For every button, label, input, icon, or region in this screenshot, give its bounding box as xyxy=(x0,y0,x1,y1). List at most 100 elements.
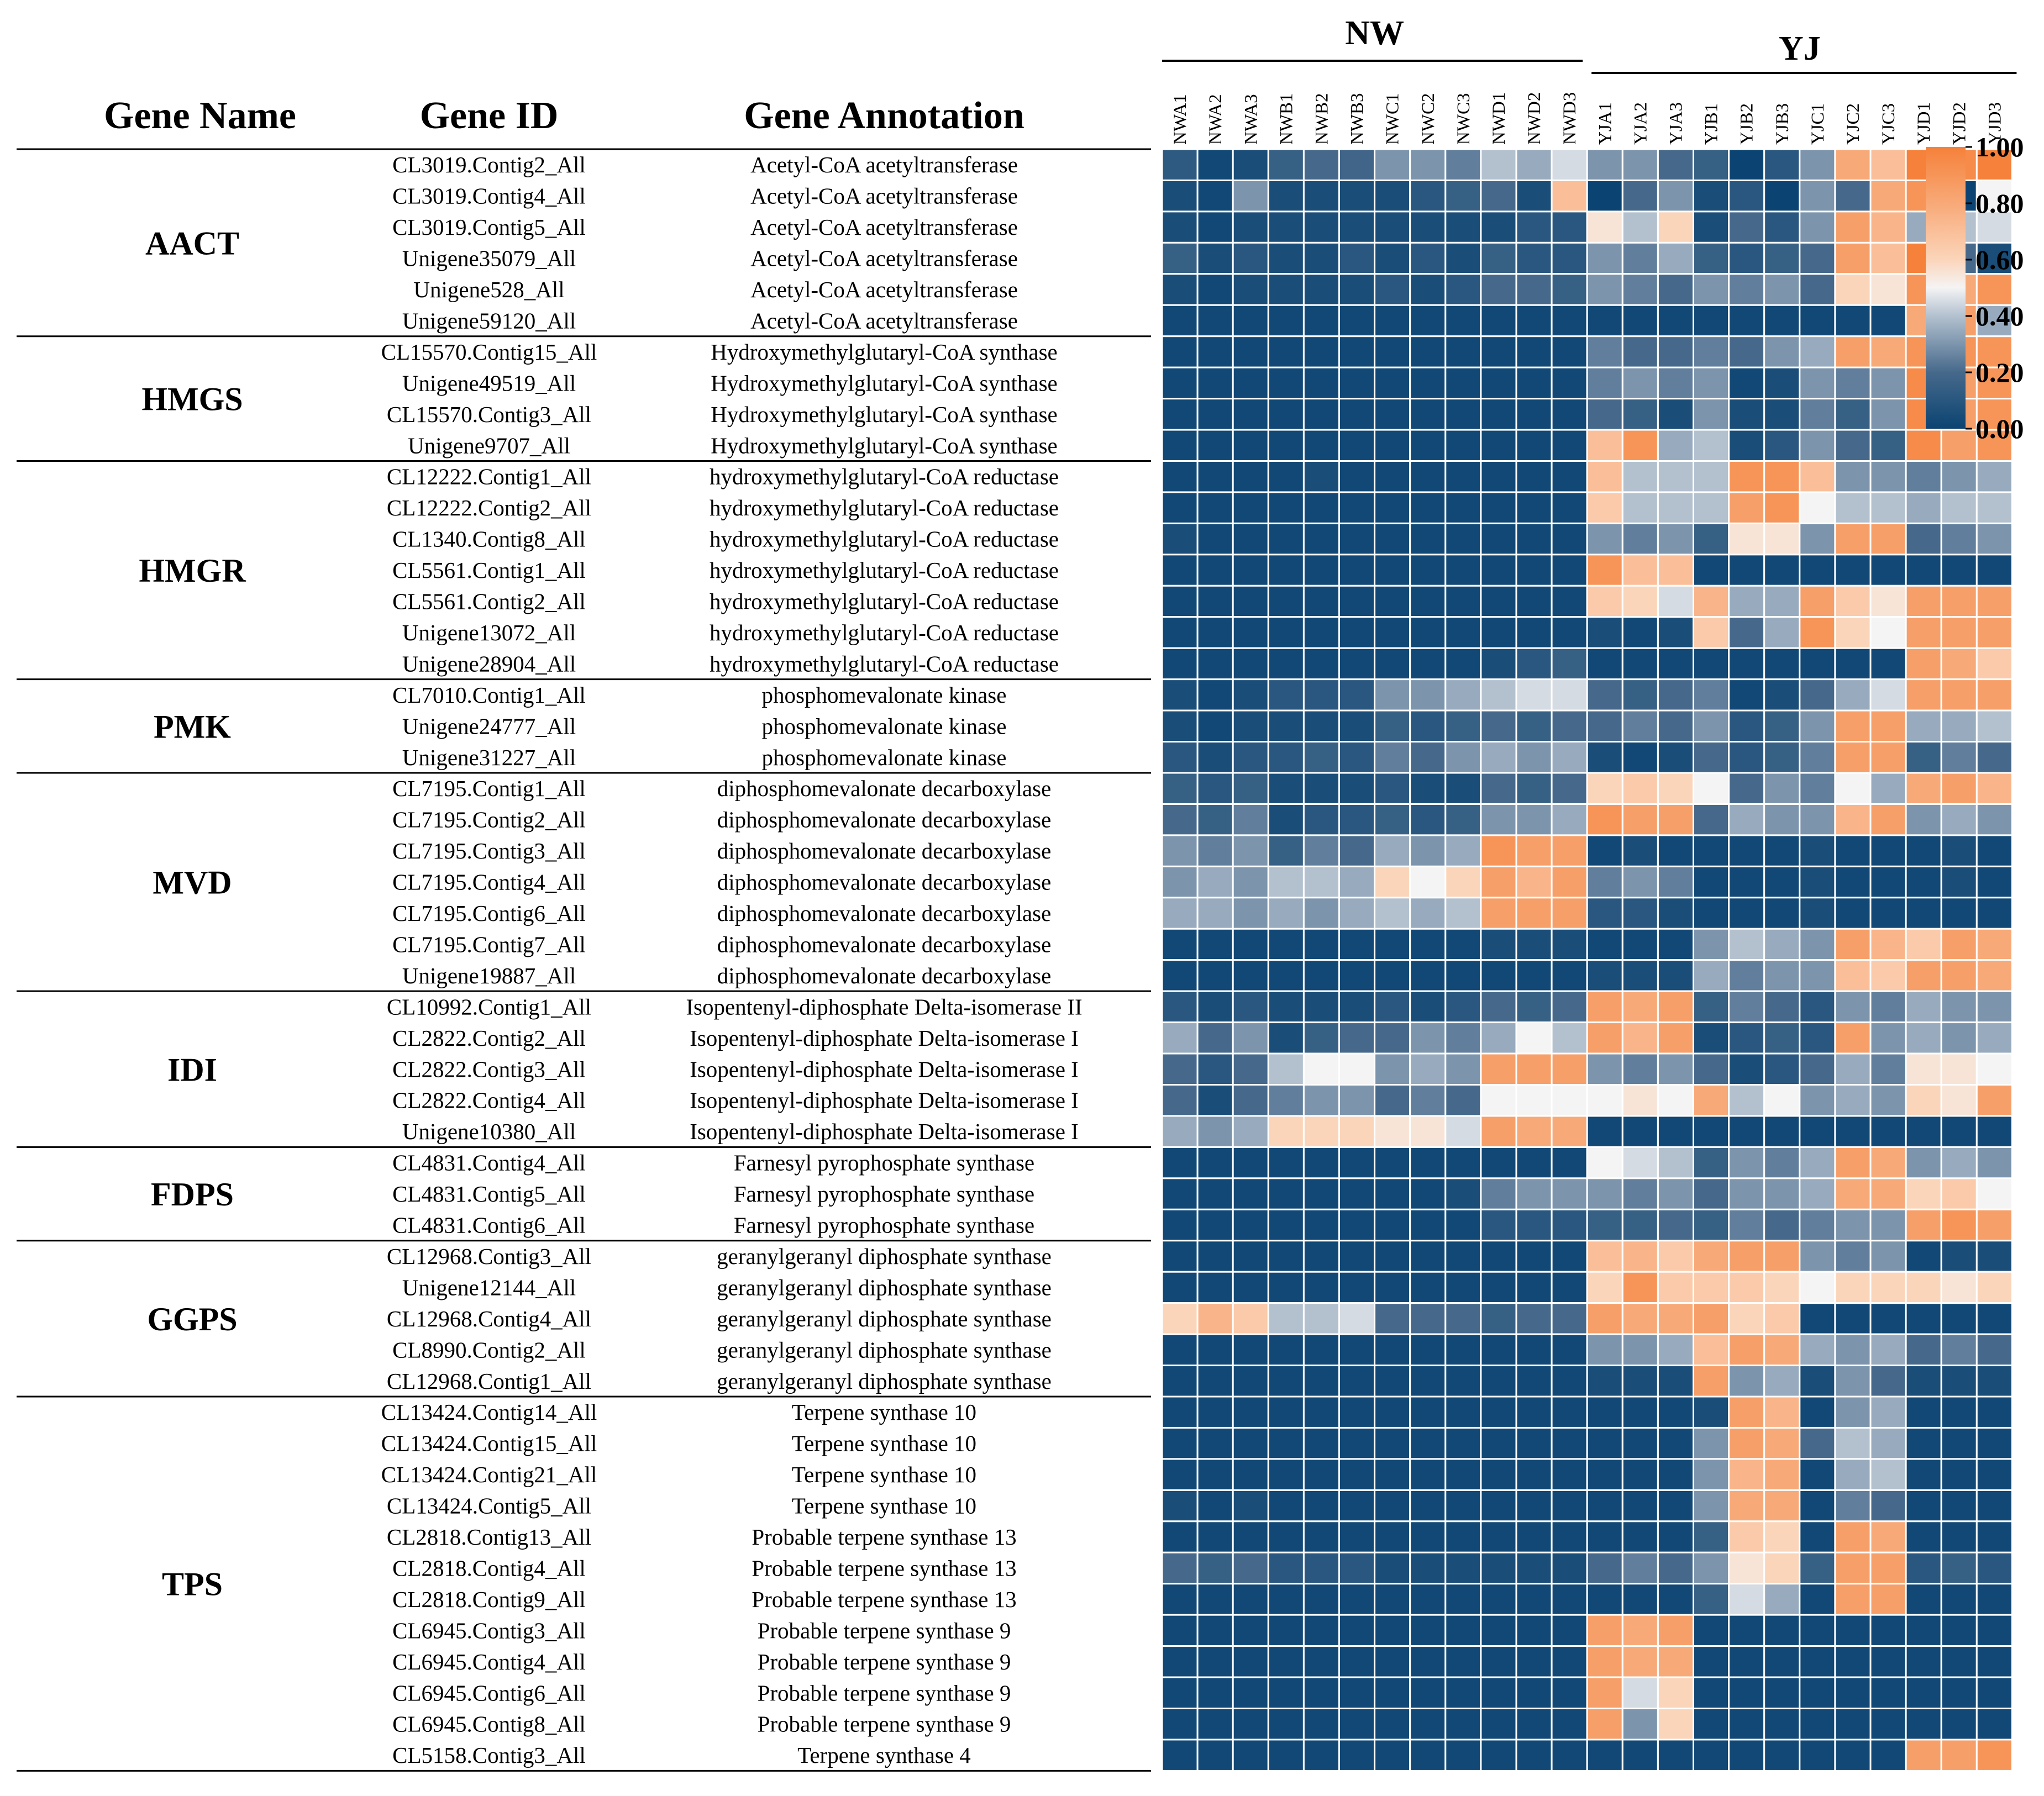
heatmap-cell xyxy=(1374,1489,1411,1523)
heatmap-cell xyxy=(1267,1583,1305,1616)
heatmap-cell xyxy=(1621,990,1659,1024)
heatmap-cell xyxy=(1551,460,1588,493)
heatmap-cell xyxy=(1196,1489,1234,1523)
heatmap-cell xyxy=(1869,304,1907,338)
heatmap-cell xyxy=(1763,335,1801,368)
heatmap-cell xyxy=(1586,335,1623,368)
heatmap-cell xyxy=(1480,179,1517,213)
heatmap-cell xyxy=(1657,1302,1694,1335)
heatmap-cell xyxy=(1302,803,1340,836)
heatmap-cell xyxy=(1515,709,1553,743)
heatmap-cell xyxy=(1975,522,2013,556)
heatmap-cell xyxy=(1799,741,1836,774)
heatmap-cell xyxy=(1515,1645,1553,1678)
heatmap-cell xyxy=(1869,1520,1907,1553)
gene-annotation-label: Probable terpene synthase 13 xyxy=(752,1555,1016,1581)
heatmap-cell xyxy=(1693,1021,1730,1055)
heatmap-cell xyxy=(1799,1458,1836,1491)
heatmap-cell xyxy=(1869,928,1907,961)
heatmap-cell xyxy=(1302,1551,1340,1585)
heatmap-cell xyxy=(1728,1583,1765,1616)
heatmap-cell xyxy=(1374,1208,1411,1242)
heatmap-cell xyxy=(1975,928,2013,961)
heatmap-cell xyxy=(1515,990,1553,1024)
heatmap-cell xyxy=(1338,335,1376,368)
heatmap-cell xyxy=(1551,678,1588,712)
gene-id-label: CL6945.Contig4_All xyxy=(392,1649,586,1674)
heatmap-cell xyxy=(1869,1271,1907,1304)
column-label: NWD3 xyxy=(1560,92,1580,145)
heatmap-cell xyxy=(1444,148,1482,181)
heatmap-cell xyxy=(1551,616,1588,649)
heatmap-cell xyxy=(1551,179,1588,213)
heatmap-cell xyxy=(1374,1708,1411,1741)
heatmap-cell xyxy=(1657,366,1694,400)
heatmap-cell xyxy=(1161,1240,1199,1273)
header-gene-annotation: Gene Annotation xyxy=(744,94,1024,137)
heatmap-cell xyxy=(1586,398,1623,431)
gene-group-label: TPS xyxy=(162,1566,223,1603)
heatmap-cell xyxy=(1728,398,1765,431)
heatmap-cell xyxy=(1799,959,1836,992)
heatmap-cell xyxy=(1196,1240,1234,1273)
heatmap-cell xyxy=(1196,429,1234,462)
heatmap-cell xyxy=(1232,1021,1269,1055)
heatmap-cell xyxy=(1374,990,1411,1024)
heatmap-cell xyxy=(1799,1583,1836,1616)
heatmap-cell xyxy=(1693,647,1730,681)
heatmap-cell xyxy=(1161,1052,1199,1086)
gene-group-label: PMK xyxy=(154,708,231,745)
heatmap-cell xyxy=(1586,897,1623,930)
heatmap-cell xyxy=(1799,772,1836,805)
heatmap-cell xyxy=(1551,1302,1588,1335)
heatmap-cell xyxy=(1267,1208,1305,1242)
heatmap-cell xyxy=(1232,491,1269,524)
gene-group-label: AACT xyxy=(145,225,239,261)
heatmap-cell xyxy=(1799,491,1836,524)
heatmap-cell xyxy=(1975,1551,2013,1585)
heatmap-cell xyxy=(1586,241,1623,275)
heatmap-cell xyxy=(1586,1208,1623,1242)
heatmap-cell xyxy=(1409,834,1447,867)
heatmap-cell xyxy=(1869,897,1907,930)
heatmap-cell xyxy=(1975,959,2013,992)
heatmap-cell xyxy=(1515,1614,1553,1647)
heatmap-cell xyxy=(1161,1177,1199,1210)
heatmap-cell xyxy=(1161,522,1199,556)
heatmap-cell xyxy=(1232,1739,1269,1772)
heatmap-cell xyxy=(1905,1271,1942,1304)
heatmap-cell xyxy=(1444,990,1482,1024)
heatmap-cell xyxy=(1232,647,1269,681)
heatmap-cell xyxy=(1267,990,1305,1024)
heatmap-cell xyxy=(1657,1208,1694,1242)
heatmap-cell xyxy=(1232,834,1269,867)
heatmap-cell xyxy=(1586,741,1623,774)
heatmap-cell xyxy=(1693,1395,1730,1429)
heatmap-cell xyxy=(1869,1333,1907,1367)
heatmap-cell xyxy=(1551,584,1588,618)
heatmap-cell xyxy=(1975,1333,2013,1367)
heatmap-cell xyxy=(1409,709,1447,743)
heatmap-cell xyxy=(1621,1551,1659,1585)
heatmap-cell xyxy=(1409,741,1447,774)
heatmap-cell xyxy=(1869,241,1907,275)
heatmap-cell xyxy=(1515,1426,1553,1460)
heatmap-cell xyxy=(1374,1614,1411,1647)
heatmap-cell xyxy=(1444,1395,1482,1429)
heatmap-cell xyxy=(1161,1084,1199,1117)
heatmap-cell xyxy=(1763,366,1801,400)
heatmap-cell xyxy=(1621,1240,1659,1273)
heatmap-cell xyxy=(1267,865,1305,899)
gene-id-label: Unigene31227_All xyxy=(402,745,576,770)
heatmap-cell xyxy=(1161,1426,1199,1460)
heatmap-cell xyxy=(1409,1395,1447,1429)
heatmap-cell xyxy=(1657,460,1694,493)
heatmap-cell xyxy=(1444,616,1482,649)
gene-annotation-label: geranylgeranyl diphosphate synthase xyxy=(717,1274,1052,1300)
heatmap-cell xyxy=(1728,1084,1765,1117)
heatmap-cell xyxy=(1267,1052,1305,1086)
gene-annotation-label: Isopentenyl-diphosphate Delta-isomerase … xyxy=(690,1088,1079,1113)
heatmap-cell xyxy=(1302,584,1340,618)
heatmap-cell xyxy=(1232,1395,1269,1429)
heatmap-cell xyxy=(1551,1177,1588,1210)
